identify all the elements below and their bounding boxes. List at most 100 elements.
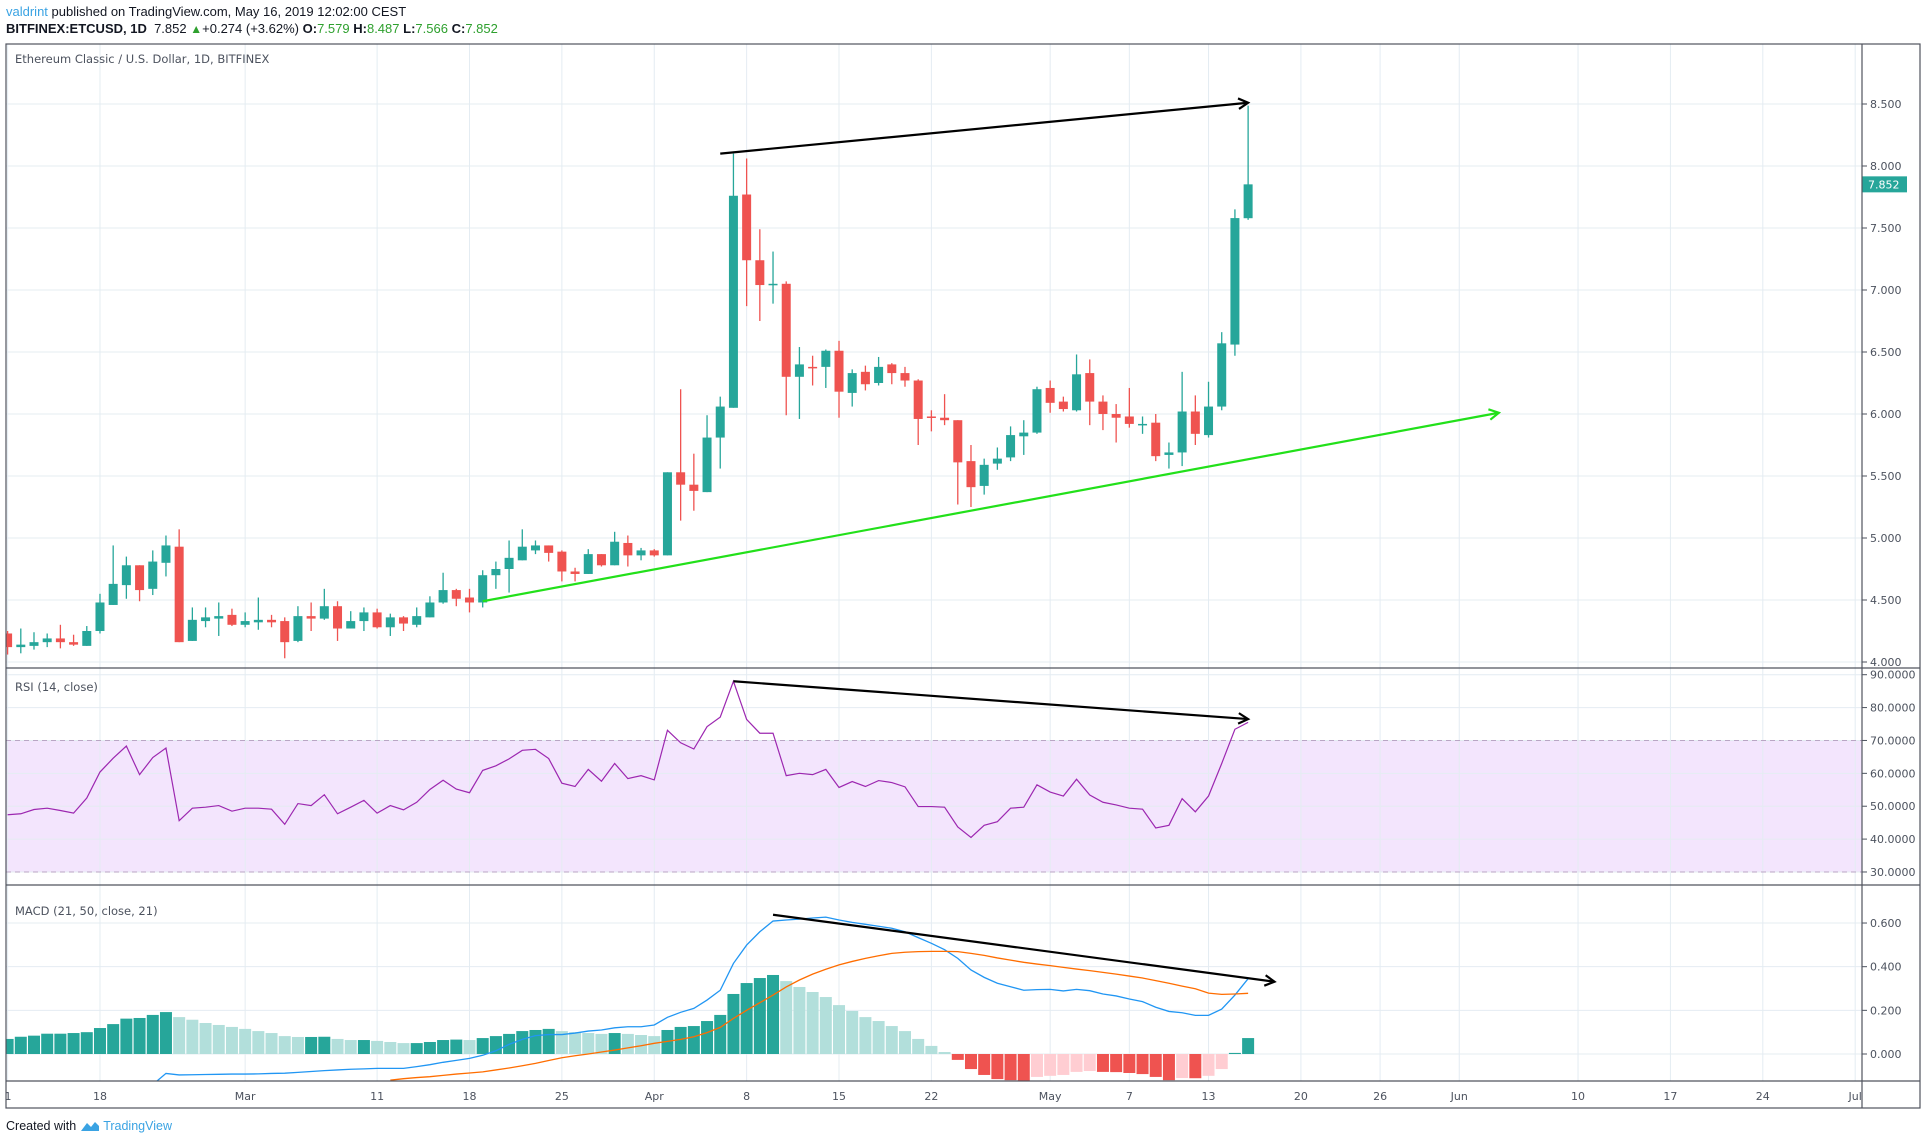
candle — [715, 396, 725, 469]
time-axis-label: 1 — [5, 1090, 12, 1103]
candle-body — [201, 617, 211, 622]
close-value: 7.852 — [465, 21, 498, 36]
candle — [1111, 404, 1121, 443]
candle-body — [702, 437, 712, 493]
chart-frame — [5, 43, 1921, 1109]
candle-body — [69, 642, 79, 645]
candle — [372, 608, 382, 629]
candle-body — [1190, 411, 1200, 434]
tradingview-link[interactable]: TradingView — [80, 1119, 172, 1133]
candle-body — [636, 550, 646, 556]
candle-body — [359, 612, 369, 622]
macd-histogram-bar — [767, 974, 780, 1054]
rsi-axis-label: 80.0000 — [1870, 702, 1916, 715]
candle — [1151, 414, 1161, 462]
macd-histogram-bar — [621, 1033, 634, 1054]
candle — [992, 447, 1002, 470]
arrowhead-icon — [1488, 408, 1502, 421]
time-axis-label: 18 — [462, 1090, 476, 1103]
candle-body — [161, 545, 171, 563]
candle — [214, 602, 224, 636]
macd-histogram-bar — [859, 1017, 872, 1054]
candle — [280, 617, 290, 659]
candle — [1072, 354, 1082, 412]
candle — [517, 529, 527, 561]
candle — [768, 251, 778, 304]
candle — [1138, 416, 1148, 434]
candle-body — [940, 417, 950, 421]
candle-body — [319, 606, 329, 619]
macd-histogram-bar — [318, 1036, 331, 1054]
candle-body — [860, 371, 870, 385]
candle — [425, 596, 435, 618]
candle-body — [953, 420, 963, 463]
macd-histogram-bar — [1242, 1038, 1255, 1054]
author-link[interactable]: valdrint — [6, 4, 48, 19]
rsi-pane-title: RSI (14, close) — [15, 680, 98, 694]
candle — [728, 153, 738, 408]
macd-histogram-bar — [885, 1026, 898, 1054]
arrowhead-icon — [1237, 712, 1251, 725]
price-axis-label: 5.000 — [1870, 532, 1902, 545]
candle — [781, 281, 791, 416]
macd-divergence-line — [772, 913, 1277, 987]
candle-body — [742, 194, 752, 261]
candle — [16, 628, 26, 654]
macd-histogram-bar — [225, 1026, 238, 1054]
candle-body — [1111, 414, 1121, 418]
candle — [148, 550, 158, 596]
candle-body — [1019, 432, 1029, 437]
time-axis-label: 7 — [1126, 1090, 1133, 1103]
macd-axis-label: 0.200 — [1870, 1004, 1902, 1017]
macd-histogram-bar — [727, 993, 740, 1054]
high-value: 8.487 — [366, 21, 400, 36]
macd-histogram-bar — [1176, 1054, 1189, 1079]
change-value: +0.274 (+3.62%) — [202, 21, 299, 36]
candle — [953, 420, 963, 505]
candle-body — [1058, 401, 1068, 410]
macd-histogram-bar — [846, 1010, 859, 1054]
candle — [1230, 209, 1240, 356]
candle-body — [544, 545, 554, 553]
macd-histogram-bar — [542, 1028, 555, 1054]
candle-body — [29, 642, 39, 646]
candle — [161, 535, 171, 577]
macd-histogram-bar — [833, 1005, 846, 1054]
candle — [570, 567, 580, 582]
candle — [306, 602, 316, 631]
macd-histogram-bar — [423, 1041, 436, 1054]
macd-histogram-bar — [265, 1033, 278, 1054]
candle-body — [623, 542, 633, 556]
candle — [940, 394, 950, 426]
candle-body — [781, 283, 791, 377]
macd-histogram-bar — [912, 1038, 925, 1054]
candle — [6, 631, 13, 655]
candle-body — [1072, 374, 1082, 411]
macd-histogram-bar — [1123, 1054, 1136, 1073]
candle — [583, 549, 593, 574]
price-axis-label: 4.500 — [1870, 594, 1902, 607]
candle — [253, 597, 263, 630]
macd-histogram-bar — [608, 1033, 621, 1054]
candle — [451, 588, 461, 607]
candle — [794, 347, 804, 419]
macd-histogram-bar — [925, 1045, 938, 1054]
candle-body — [438, 590, 448, 603]
macd-histogram-bar — [582, 1033, 595, 1054]
candle — [662, 472, 672, 556]
macd-histogram-bar — [780, 981, 793, 1054]
candle — [82, 626, 92, 646]
candle — [399, 616, 409, 631]
candle — [596, 554, 606, 567]
candle-body — [715, 406, 725, 438]
candle — [121, 556, 131, 599]
created-with-text: Created with — [6, 1119, 77, 1133]
macd-histogram-bar — [978, 1054, 991, 1075]
candle-body — [385, 617, 395, 628]
macd-histogram-bar — [529, 1029, 542, 1054]
rsi-axis-label: 50.0000 — [1870, 800, 1916, 813]
candle-body — [478, 575, 488, 603]
price-divergence-line — [720, 97, 1251, 155]
candle-body — [55, 638, 65, 643]
